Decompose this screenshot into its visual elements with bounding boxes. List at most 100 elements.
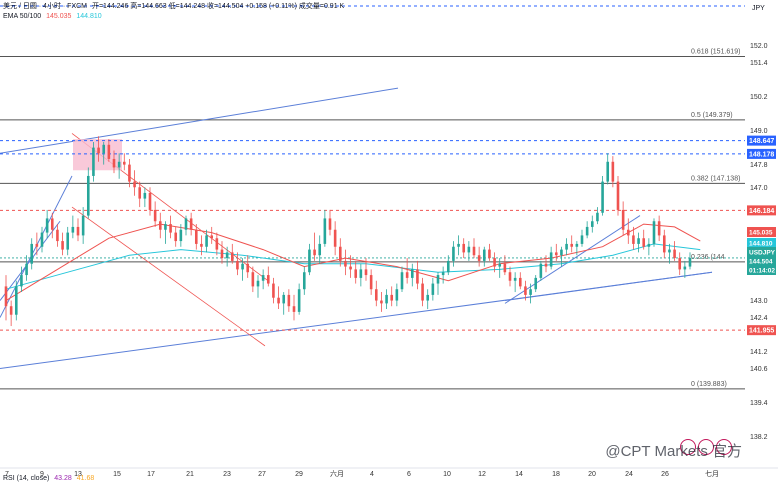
candle-body: [436, 275, 440, 284]
ema-slow-line: [5, 243, 701, 290]
candle-body: [416, 269, 419, 284]
trend-line: [0, 87, 399, 154]
candle-body: [539, 263, 543, 278]
candle-body: [570, 243, 574, 247]
candle-body: [200, 243, 203, 247]
symbol-legend: 美元 / 日圆 · 4小时 · FXCM 开=144.246 高=144.663…: [3, 2, 347, 11]
rsi-value-1: 43.28: [54, 475, 72, 482]
candle-body: [446, 260, 450, 273]
candle-body: [529, 289, 532, 295]
candle-body: [349, 266, 352, 270]
candle-body: [467, 246, 471, 253]
candle-body: [518, 277, 522, 287]
time-tick-label: 21: [186, 471, 194, 478]
candle-body: [174, 232, 178, 242]
candle-body: [225, 252, 229, 259]
candle-body: [205, 235, 208, 247]
candle-body: [76, 226, 80, 236]
candle-body: [210, 235, 214, 239]
candle-body: [282, 294, 286, 304]
price-level-tag-label: 148.647: [749, 138, 774, 145]
candle-body: [251, 272, 255, 287]
candle-body: [549, 252, 553, 267]
candle-body: [354, 269, 358, 278]
candle-body: [364, 269, 368, 276]
fib-level-label: 0.236 (144: [691, 254, 725, 261]
candle-body: [493, 258, 496, 267]
candle-body: [92, 147, 95, 176]
price-level-tag: [747, 205, 776, 216]
candle-body: [400, 272, 404, 290]
time-tick-label: 17: [147, 471, 155, 478]
candle-body: [611, 161, 615, 182]
candle-body: [230, 252, 234, 261]
ema-fast-value: 145.035: [46, 13, 72, 20]
fib-level-label: 0.618 (151.619): [691, 48, 740, 55]
candle-body: [590, 221, 594, 227]
candle-body: [81, 215, 85, 236]
candle-body: [66, 232, 70, 250]
time-tick-label: 6: [407, 471, 411, 478]
price-tick-label: 152.0: [750, 43, 768, 50]
ema-slow-value: 144.810: [76, 13, 102, 20]
candle-body: [374, 289, 378, 301]
candle-body: [143, 192, 147, 199]
ohlc-readout: 开=144.246 高=144.663 低=144.248 收=144.504 …: [91, 3, 345, 10]
candle-body: [164, 224, 167, 230]
candle-body: [50, 218, 54, 230]
time-tick-label: 4: [370, 471, 374, 478]
price-level-tag: [747, 135, 776, 146]
price-tick-label: 138.2: [750, 434, 768, 441]
candle-body: [601, 181, 604, 213]
price-tag-label: 144.810: [749, 241, 773, 248]
fib-level-label: 0 (139.883): [691, 381, 727, 388]
candle-body: [662, 235, 666, 253]
candle-body: [179, 229, 183, 242]
candle-body: [133, 181, 136, 188]
candle-body: [302, 272, 306, 290]
price-level-tag: [747, 325, 776, 336]
candle-body: [678, 258, 682, 270]
price-level-tag-label: 148.178: [749, 151, 774, 158]
time-tick-label: 27: [258, 471, 266, 478]
candle-body: [308, 249, 311, 273]
ema-legend: EMA 50/100 145.035 144.810: [3, 12, 105, 21]
candle-body: [333, 229, 337, 247]
candle-body: [107, 144, 111, 159]
time-tick-label: 26: [661, 471, 669, 478]
time-tick-label: 7: [5, 471, 9, 478]
candle-body: [30, 243, 34, 264]
candle-body: [117, 161, 121, 168]
price-tick-label: 139.4: [750, 400, 768, 407]
candle-body: [575, 243, 579, 247]
candle-body: [97, 147, 100, 154]
candle-body: [344, 260, 347, 267]
candle-body: [313, 249, 316, 256]
candle-body: [554, 252, 558, 256]
candle-body: [673, 249, 676, 259]
price-tick-label: 149.0: [750, 128, 768, 135]
candle-body: [395, 289, 399, 301]
candle-body: [256, 280, 260, 287]
candle-body: [9, 306, 13, 315]
candle-body: [4, 286, 8, 307]
price-tag-label: 01:14:02: [749, 268, 775, 275]
trend-line: [0, 220, 61, 301]
price-tick-label: 147.8: [750, 162, 768, 169]
candle-body: [14, 286, 18, 315]
candle-body: [508, 272, 512, 281]
time-tick-label: 20: [588, 471, 596, 478]
candle-body: [102, 144, 106, 154]
candle-body: [323, 218, 327, 244]
time-tick-label: 七月: [705, 469, 719, 478]
trend-line: [504, 271, 713, 302]
candle-body: [266, 275, 270, 284]
candle-body: [40, 232, 44, 247]
ema-label: EMA 50/100: [3, 13, 42, 20]
candle-body: [632, 235, 635, 244]
candle-body: [585, 226, 589, 236]
price-tick-label: 141.2: [750, 349, 768, 356]
candle-body: [25, 263, 28, 276]
